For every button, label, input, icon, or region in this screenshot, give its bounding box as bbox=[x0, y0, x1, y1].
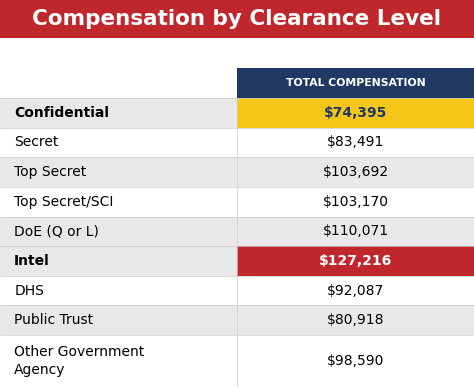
Text: Top Secret/SCI: Top Secret/SCI bbox=[14, 195, 114, 209]
Text: $83,491: $83,491 bbox=[327, 135, 384, 149]
Bar bbox=[0, 128, 474, 157]
Bar bbox=[0, 187, 474, 216]
Bar bbox=[0, 246, 474, 276]
Text: DoE (Q or L): DoE (Q or L) bbox=[14, 224, 99, 238]
Bar bbox=[237, 98, 474, 128]
Bar bbox=[237, 68, 474, 98]
Text: Compensation by Clearance Level: Compensation by Clearance Level bbox=[33, 9, 441, 29]
Text: TOTAL COMPENSATION: TOTAL COMPENSATION bbox=[286, 78, 425, 88]
Text: Intel: Intel bbox=[14, 254, 50, 268]
Bar bbox=[0, 276, 474, 305]
Bar bbox=[0, 157, 474, 187]
Bar bbox=[0, 0, 474, 38]
Text: $98,590: $98,590 bbox=[327, 354, 384, 368]
Text: Public Trust: Public Trust bbox=[14, 313, 93, 327]
Text: $74,395: $74,395 bbox=[324, 106, 387, 120]
Bar bbox=[0, 216, 474, 246]
Bar bbox=[237, 246, 474, 276]
Text: $110,071: $110,071 bbox=[322, 224, 389, 238]
Text: DHS: DHS bbox=[14, 284, 44, 298]
Bar bbox=[0, 98, 474, 128]
Text: $127,216: $127,216 bbox=[319, 254, 392, 268]
Bar bbox=[0, 335, 474, 387]
Text: $92,087: $92,087 bbox=[327, 284, 384, 298]
Text: Top Secret: Top Secret bbox=[14, 165, 86, 179]
Bar bbox=[0, 305, 474, 335]
Text: Other Government
Agency: Other Government Agency bbox=[14, 345, 145, 377]
Text: Confidential: Confidential bbox=[14, 106, 109, 120]
Text: Secret: Secret bbox=[14, 135, 59, 149]
Text: $103,692: $103,692 bbox=[322, 165, 389, 179]
Text: $80,918: $80,918 bbox=[327, 313, 384, 327]
Text: $103,170: $103,170 bbox=[322, 195, 389, 209]
